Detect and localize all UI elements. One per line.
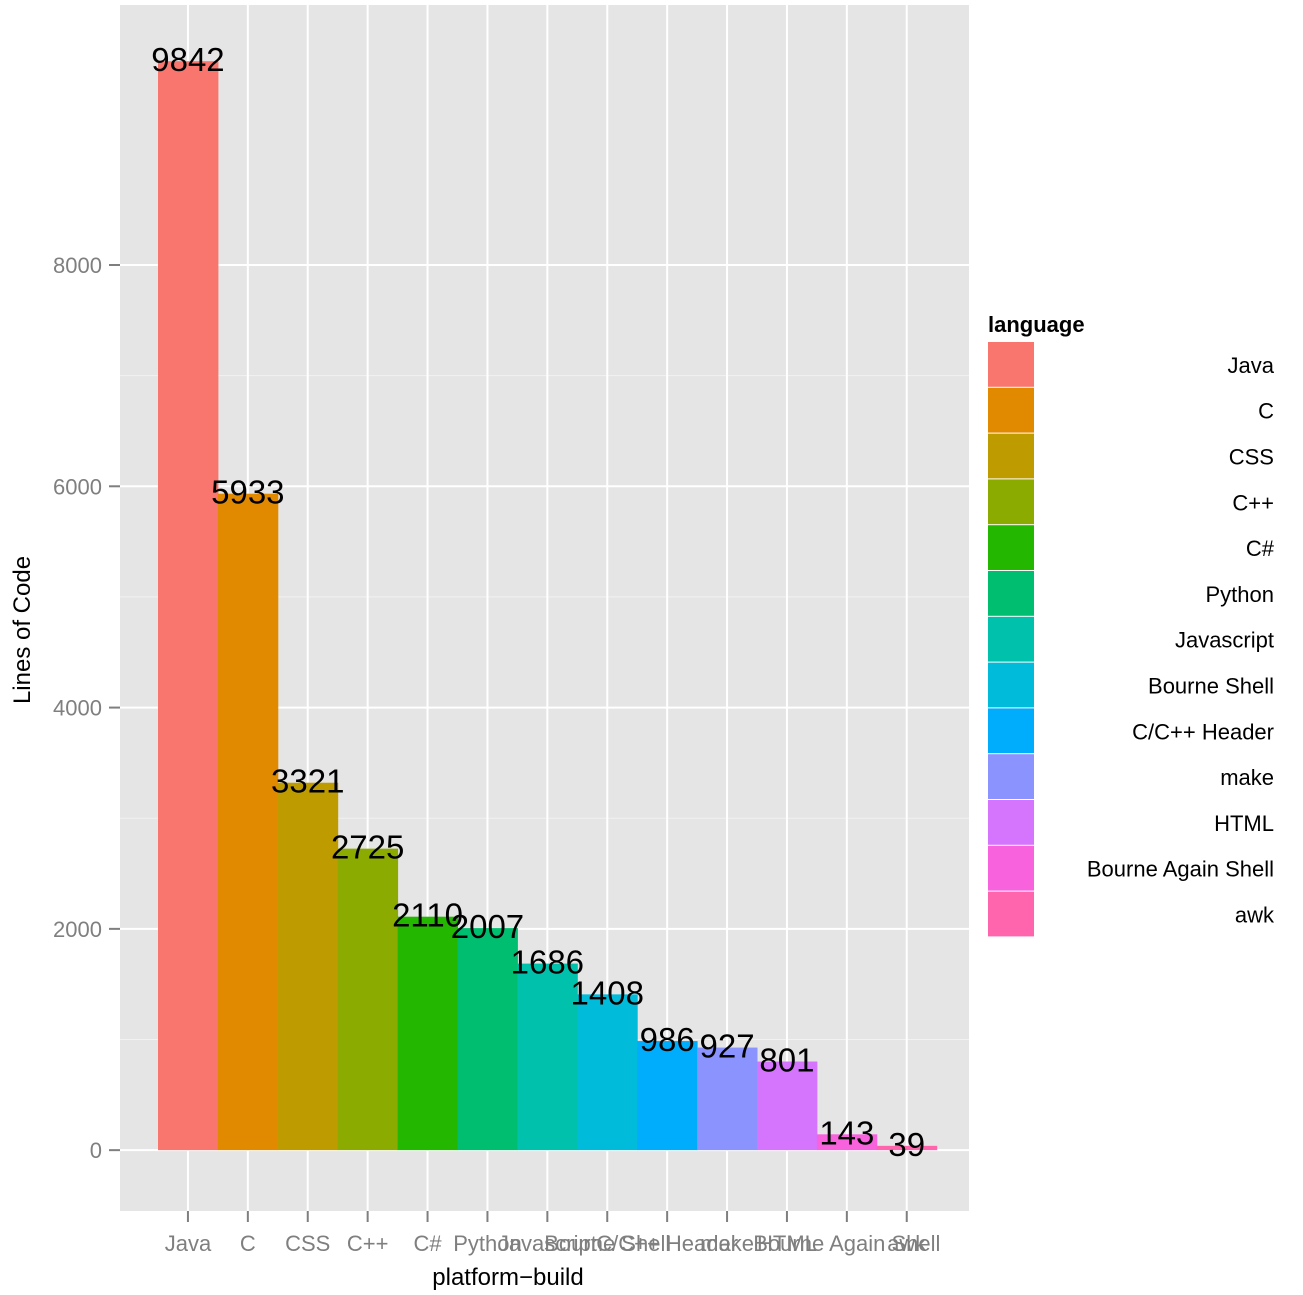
bar xyxy=(757,1061,818,1151)
legend-key xyxy=(988,845,1034,891)
bar xyxy=(517,963,578,1151)
bar xyxy=(577,994,638,1151)
legend-label: make xyxy=(1220,765,1274,790)
bar-value-label: 143 xyxy=(819,1114,874,1151)
legend-key xyxy=(988,800,1034,845)
legend-label: CSS xyxy=(1229,445,1274,470)
y-axis: 0 2000 4000 6000 8000 xyxy=(53,253,120,1163)
bar-value-label: 2725 xyxy=(331,829,404,866)
x-tick-label: Javascript xyxy=(498,1231,597,1256)
legend-label: Python xyxy=(1206,582,1275,607)
y-axis-title: Lines of Code xyxy=(9,556,36,704)
legend-key xyxy=(988,662,1034,708)
legend-key xyxy=(988,616,1034,662)
legend: language Java C CSS C++ C# Python Javascript Bou… xyxy=(976,302,1298,952)
legend-label: C/C++ Header xyxy=(1132,719,1274,744)
bar-value-label: 39 xyxy=(888,1126,925,1163)
legend-title: language xyxy=(988,312,1085,337)
legend-label: C xyxy=(1258,399,1274,424)
x-tick-label: C# xyxy=(413,1231,442,1256)
x-tick-label: Bourne Shell xyxy=(544,1231,670,1256)
legend-key xyxy=(988,525,1034,570)
x-tick-label: C xyxy=(240,1231,256,1256)
legend-label: awk xyxy=(1235,903,1275,928)
x-tick-label: HTML xyxy=(757,1231,817,1256)
x-tick-label: CSS xyxy=(285,1231,330,1256)
bar-value-label: 2007 xyxy=(451,908,524,945)
y-tick-label: 6000 xyxy=(53,474,102,499)
legend-key xyxy=(988,754,1034,799)
legend-key xyxy=(988,479,1034,525)
legend-label: Bourne Again Shell xyxy=(1087,857,1274,882)
y-tick-label: 0 xyxy=(90,1138,102,1163)
bar xyxy=(397,916,458,1151)
bar-value-label: 3321 xyxy=(271,763,344,800)
bar-value-label: 927 xyxy=(700,1028,755,1065)
legend-key xyxy=(988,891,1034,937)
bar-value-label: 801 xyxy=(759,1042,814,1079)
bar xyxy=(337,848,399,1151)
bar-value-label: 5933 xyxy=(211,474,284,511)
bar xyxy=(457,928,518,1151)
y-tick-label: 2000 xyxy=(53,917,102,942)
bar-value-label: 1686 xyxy=(511,944,584,981)
legend-label: Bourne Shell xyxy=(1148,674,1274,699)
legend-key xyxy=(988,708,1034,754)
legend-label: Java xyxy=(1228,353,1275,378)
bar xyxy=(876,1145,938,1151)
bar-value-label: 1408 xyxy=(571,974,644,1011)
legend-label: Javascript xyxy=(1175,628,1274,653)
bar xyxy=(637,1041,698,1151)
legend-label: C# xyxy=(1246,536,1275,561)
legend-key xyxy=(988,571,1034,616)
bar-value-label: 9842 xyxy=(151,41,224,78)
legend-label: HTML xyxy=(1214,811,1274,836)
x-tick-label: Java xyxy=(165,1231,212,1256)
x-tick-label: awk xyxy=(887,1231,927,1256)
bar-value-label: 986 xyxy=(640,1021,695,1058)
bar xyxy=(217,493,279,1151)
legend-key xyxy=(988,342,1034,387)
bar xyxy=(816,1134,878,1151)
x-axis-title: platform−build xyxy=(432,1264,583,1290)
x-tick-label: C/C++ Header xyxy=(596,1231,738,1256)
legend-label: C++ xyxy=(1232,490,1274,515)
legend-key xyxy=(988,433,1034,479)
bar xyxy=(697,1047,758,1151)
x-tick-label: Bourne Again Shell xyxy=(753,1231,940,1256)
y-tick-label: 8000 xyxy=(53,253,102,278)
legend-key xyxy=(988,387,1034,433)
bar-value-label: 2110 xyxy=(392,897,463,934)
x-tick-label: C++ xyxy=(347,1231,389,1256)
bars xyxy=(158,61,938,1151)
bar xyxy=(277,782,339,1151)
x-tick-label: make xyxy=(700,1231,754,1256)
bar xyxy=(158,61,219,1151)
y-tick-label: 4000 xyxy=(53,696,102,721)
x-tick-label: Python xyxy=(453,1231,522,1256)
